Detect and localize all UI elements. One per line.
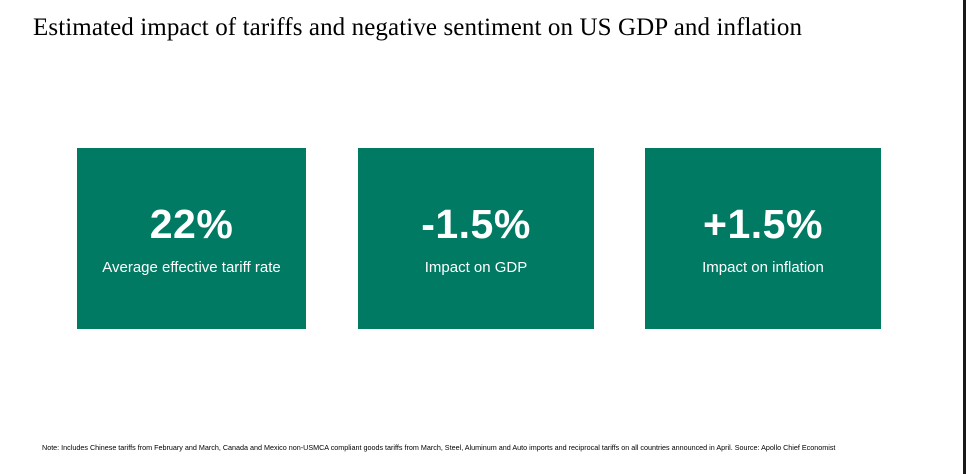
gdp-impact-label: Impact on GDP: [424, 259, 528, 276]
gdp-impact-value: -1.5%: [421, 201, 531, 247]
tariff-rate-card: 22% Average effective tariff rate: [77, 148, 306, 329]
tariff-rate-value: 22%: [149, 201, 234, 247]
inflation-impact-value: +1.5%: [703, 201, 823, 247]
gdp-impact-card: -1.5% Impact on GDP: [358, 148, 594, 329]
inflation-impact-card: +1.5% Impact on inflation: [645, 148, 881, 329]
slide-title: Estimated impact of tariffs and negative…: [33, 14, 803, 41]
footnote: Note: Includes Chinese tariffs from Febr…: [42, 443, 836, 452]
window-edge-divider: [963, 0, 966, 474]
tariff-rate-label: Average effective tariff rate: [102, 259, 281, 276]
inflation-impact-label: Impact on inflation: [702, 259, 824, 276]
